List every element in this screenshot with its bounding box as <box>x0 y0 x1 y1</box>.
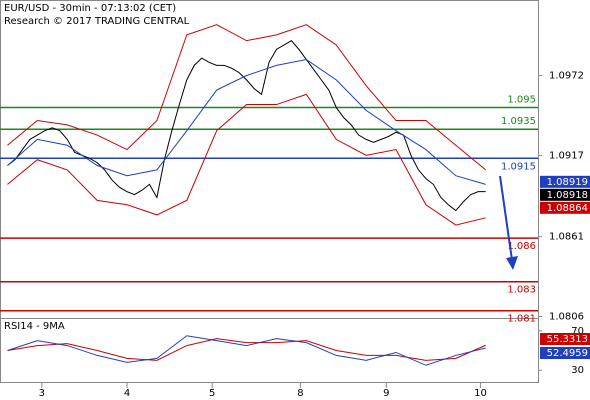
main-frame <box>0 0 539 319</box>
series-line <box>7 24 487 171</box>
arrow <box>499 175 513 261</box>
series-line <box>7 40 486 212</box>
rsi-tag-label: 52.4959 <box>547 348 588 359</box>
level-label: 1.095 <box>507 94 536 105</box>
rsi-title: RSI14 - 9MA <box>4 321 65 332</box>
rsi-y-tick-label: 70 <box>571 326 584 337</box>
level-label: 1.0915 <box>501 161 536 172</box>
y-tick-label: 1.0861 <box>549 232 584 243</box>
title-bg <box>2 2 202 28</box>
y-tick-label: 1.0917 <box>549 150 584 161</box>
level-label: 1.0935 <box>501 116 536 127</box>
price-tag-label: 1.08864 <box>547 203 588 214</box>
arrow-head <box>506 256 518 270</box>
series-line <box>7 335 486 366</box>
rsi-frame <box>0 318 539 383</box>
plot: 1.0972 1.0917 1.0861 1.0806 70 30 3 4 5 8 9 10 1.095… <box>0 24 590 399</box>
price-tag <box>540 188 590 201</box>
rsi-tag <box>540 347 590 359</box>
rsi-y-tick-label: 30 <box>571 365 584 376</box>
rsi-tag-label: 55.3313 <box>547 334 588 345</box>
chart-subtitle: Research © 2017 TRADING CENTRAL <box>4 16 190 27</box>
level-label: 1.081 <box>507 314 536 325</box>
x-tick-label: 10 <box>474 388 487 399</box>
x-tick-label: 3 <box>39 388 45 399</box>
price-tag-label: 1.08918 <box>547 190 588 201</box>
series-line <box>7 59 486 185</box>
x-tick-label: 9 <box>383 388 389 399</box>
price-tag <box>540 175 590 188</box>
price-tag <box>540 201 590 214</box>
price-tag-label: 1.08919 <box>547 177 588 188</box>
level-label: 1.083 <box>507 285 536 296</box>
chart-title: EUR/USD - 30min - 07:13:02 (CET) <box>4 3 176 14</box>
x-tick-label: 8 <box>297 388 303 399</box>
rsi-tag <box>540 333 590 345</box>
level-label: 1.086 <box>507 241 536 252</box>
x-tick-label: 5 <box>209 388 215 399</box>
y-tick-label: 1.0806 <box>549 312 584 323</box>
y-tick-label: 1.0972 <box>549 71 584 82</box>
x-tick-label: 4 <box>124 388 130 399</box>
series-line <box>7 93 486 226</box>
